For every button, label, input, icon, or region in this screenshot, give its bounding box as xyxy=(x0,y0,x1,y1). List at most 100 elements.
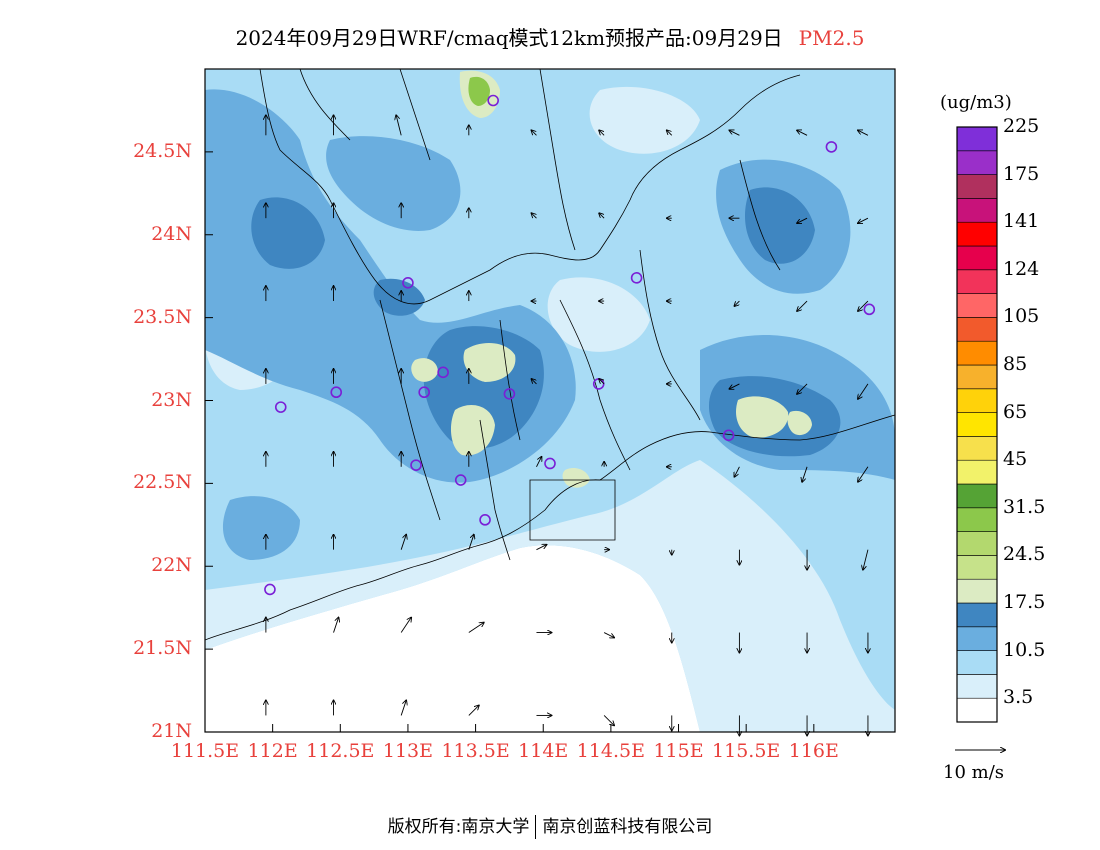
station-marker xyxy=(503,388,516,400)
colorbar-swatch xyxy=(956,555,998,580)
colorbar-label: 225 xyxy=(1003,115,1040,137)
wind-arrow xyxy=(802,466,808,482)
wind-arrow xyxy=(599,130,605,136)
station-marker xyxy=(402,277,414,289)
wind-arrow xyxy=(468,705,479,716)
map-title: 2024年09月29日WRF/cmaq模式12km预报产品:09月29日 PM2.… xyxy=(0,22,1100,51)
colorbar-label: 124 xyxy=(1003,257,1040,280)
wind-arrow xyxy=(858,466,869,482)
lat-tick-label: 23N xyxy=(151,388,192,411)
lon-tick-label: 112E xyxy=(247,740,298,762)
colorbar-label: 31.5 xyxy=(1003,495,1046,518)
wind-arrow xyxy=(599,379,605,385)
colorbar-swatch xyxy=(956,293,998,318)
lon-tick-label: 114.5E xyxy=(576,740,646,762)
colorbar-swatch xyxy=(956,388,998,413)
lat-tick-label: 24N xyxy=(151,222,192,245)
wind-arrow xyxy=(333,618,339,633)
wind-arrow xyxy=(603,715,614,725)
station-marker xyxy=(330,386,343,399)
colorbar-swatch xyxy=(956,697,998,723)
colorbar-label: 10.5 xyxy=(1003,638,1046,661)
lat-tick-label: 24.5N xyxy=(133,139,192,162)
footer-copyright: 版权所有:南京大学 xyxy=(387,817,530,837)
field-low-north xyxy=(205,86,700,391)
colorbar-swatch xyxy=(956,483,998,509)
colorbar-swatch xyxy=(956,174,998,199)
wind-arrow xyxy=(599,213,605,219)
title-main: 2024年09月29日WRF/cmaq模式12km预报产品:09月29日 xyxy=(235,26,783,50)
colorbar-swatch xyxy=(956,602,998,628)
wind-arrow xyxy=(797,217,808,223)
colorbar-swatch xyxy=(956,364,998,390)
title-pollutant: PM2.5 xyxy=(798,26,865,50)
colorbar-swatch xyxy=(956,650,998,675)
station-marker xyxy=(479,514,491,526)
lat-tick-label: 21.5N xyxy=(133,637,192,660)
colorbar-label: 105 xyxy=(1003,305,1040,328)
station-marker xyxy=(437,366,449,379)
colorbar-swatch xyxy=(956,150,998,175)
wind-arrow xyxy=(797,130,808,136)
boundaries xyxy=(205,69,895,641)
colorbar-swatch xyxy=(956,412,998,437)
wind-arrow xyxy=(858,383,869,399)
wind-arrow xyxy=(797,300,808,311)
ocean-area xyxy=(205,545,700,732)
colorbar-swatch xyxy=(956,198,998,223)
colorbar-label: 45 xyxy=(1003,448,1028,471)
axis-ticks xyxy=(204,151,815,733)
footer: 版权所有:南京大学 南京创蓝科技有限公司 xyxy=(0,812,1100,839)
colorbar-frame xyxy=(956,126,998,723)
lon-tick-label: 111.5E xyxy=(170,740,240,762)
field-low xyxy=(205,460,895,732)
colorbar-swatch xyxy=(956,126,998,152)
wind-vectors xyxy=(266,115,868,735)
wind-arrow xyxy=(536,457,541,468)
shenzhen-box xyxy=(529,479,616,541)
lon-tick-label: 114E xyxy=(518,740,569,762)
wind-arrow xyxy=(531,213,537,219)
lat-tick-label: 22N xyxy=(151,554,192,577)
wind-arrow xyxy=(729,130,740,136)
monitoring-stations xyxy=(264,94,876,596)
colorbar-swatch xyxy=(956,507,998,532)
wind-arrow xyxy=(531,130,537,136)
station-marker xyxy=(825,141,838,153)
wind-arrow xyxy=(729,383,740,389)
wind-arrow xyxy=(603,632,614,638)
lon-tick-label: 113.5E xyxy=(441,740,510,762)
colorbar-label: 3.5 xyxy=(1003,686,1034,709)
lat-tick-label: 22.5N xyxy=(133,471,192,494)
colorbar-swatch xyxy=(956,269,998,294)
station-marker xyxy=(544,457,556,470)
colorbar-swatch xyxy=(956,626,998,651)
colorbar-swatch xyxy=(956,221,998,247)
lat-tick-label: 23.5N xyxy=(133,305,192,328)
station-marker xyxy=(487,94,499,107)
colorbar-swatch xyxy=(956,340,998,366)
colorbar-units: (ug/m3) xyxy=(940,92,1012,113)
wind-arrow xyxy=(468,535,474,550)
station-marker xyxy=(410,459,422,471)
colorbar-swatch xyxy=(956,531,998,556)
wind-arrow xyxy=(536,545,546,551)
lon-tick-label: 115.5E xyxy=(712,740,781,762)
wind-arrow xyxy=(667,130,673,136)
colorbar-swatch xyxy=(956,317,998,342)
wind-arrow xyxy=(734,300,740,306)
lon-tick-label: 116E xyxy=(788,740,839,762)
wind-arrow xyxy=(858,130,869,136)
coastline xyxy=(205,414,895,641)
wind-arrow xyxy=(396,115,402,136)
colorbar-label: 17.5 xyxy=(1003,591,1046,613)
station-marker xyxy=(722,429,735,442)
lon-tick-label: 113E xyxy=(382,740,434,762)
colorbar-swatch xyxy=(956,459,998,485)
wind-arrow xyxy=(858,300,869,311)
colorbar-label: 24.5 xyxy=(1003,543,1046,566)
station-marker xyxy=(863,303,876,316)
field-peak xyxy=(468,76,490,106)
